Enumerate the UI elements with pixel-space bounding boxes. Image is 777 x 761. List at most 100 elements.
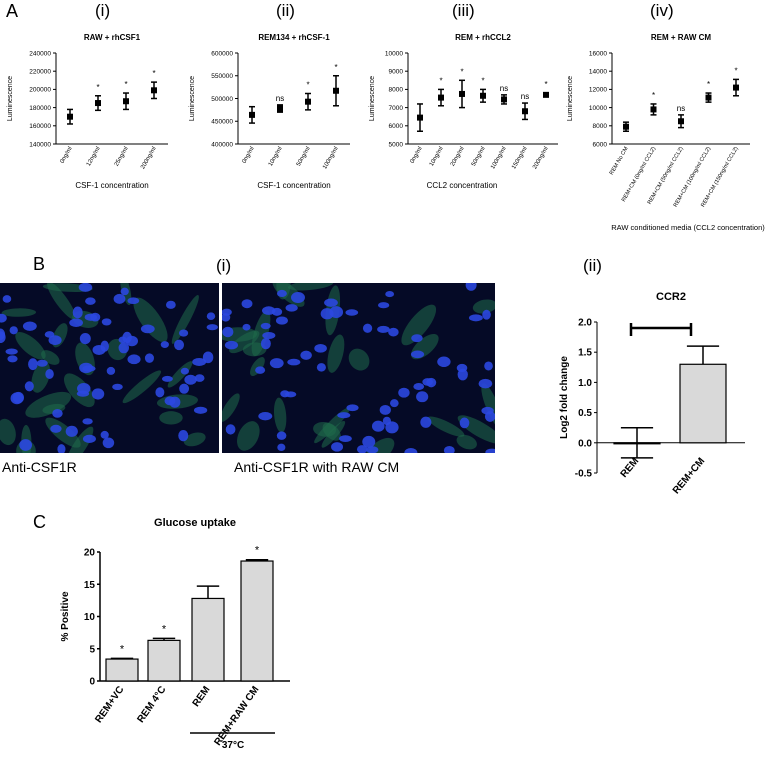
significance-label: * [481, 76, 484, 85]
cell-nucleus [122, 331, 132, 344]
y-axis-label: Luminescence [189, 76, 196, 121]
chart-a4: REM + RAW CM 6000 8000 10000 12000 14000 16000… [567, 33, 765, 232]
cell-nucleus [82, 434, 96, 443]
cell-nucleus [113, 293, 126, 304]
y-axis-label: Luminescence [567, 76, 574, 121]
cell-nucleus [271, 307, 283, 316]
chart-title: REM + RAW CM [651, 33, 712, 42]
cell-nucleus [277, 443, 286, 452]
cell-nucleus [140, 324, 155, 334]
cell-nucleus [192, 357, 207, 366]
data-point [151, 87, 157, 94]
y-tick-label: 20 [84, 548, 96, 559]
significance-label: * [124, 80, 127, 89]
y-tick-label: 8000 [593, 123, 608, 130]
x-tick-label: 0ng/ml [410, 146, 424, 165]
cell-nucleus [275, 316, 288, 325]
significance-label: * [707, 80, 710, 89]
data-point [733, 84, 739, 91]
cell-nucleus [7, 355, 18, 363]
y-tick-label: 180000 [29, 105, 51, 112]
cell-nucleus [481, 406, 494, 415]
cell-nucleus [9, 326, 18, 335]
y-axis-label: Luminescence [369, 76, 376, 121]
cell-nucleus [193, 406, 208, 414]
cell-nucleus [50, 424, 62, 433]
y-tick-label: 160000 [29, 123, 51, 130]
y-tick-label: 1.0 [578, 378, 592, 389]
cell-nucleus [276, 431, 287, 440]
cell-nucleus [127, 297, 140, 305]
cell-nucleus [242, 323, 251, 331]
cell-nucleus [161, 375, 173, 382]
y-tick-label: 0.5 [578, 408, 592, 419]
x-tick-label: 25ng/ml [114, 146, 130, 167]
cell-nucleus [255, 366, 266, 374]
data-point [67, 113, 73, 120]
data-point [623, 123, 629, 130]
significance-label: * [652, 91, 655, 100]
cell-nucleus [2, 295, 12, 303]
x-tick-label: REM [619, 456, 642, 480]
cell-nucleus [287, 358, 301, 366]
chart-title: CCR2 [656, 291, 686, 303]
cell-cytoplasm [472, 299, 495, 314]
significance-label: * [734, 66, 737, 75]
micrograph-left-image [0, 283, 218, 453]
cell-nucleus [57, 444, 66, 453]
micrograph-anti-csf1r-raw-cm [222, 283, 495, 453]
y-axis-label: Log2 fold change [559, 356, 570, 439]
y-tick-label: 12000 [589, 87, 607, 94]
cell-cytoplasm [348, 348, 370, 371]
x-axis-label: RAW conditioned media (CCL2 concentratio… [611, 223, 765, 232]
cell-cytoplasm [251, 310, 271, 357]
y-tick-label: 2.0 [578, 318, 592, 329]
cell-nucleus [465, 283, 477, 291]
y-tick-label: 15 [84, 580, 96, 591]
y-tick-label: 5 [89, 644, 95, 655]
y-tick-label: 10000 [385, 50, 403, 57]
x-tick-label: REM No CM [609, 146, 630, 176]
data-point [438, 94, 444, 101]
data-point [650, 106, 657, 113]
x-tick-label: 100ng/ml [490, 146, 508, 170]
cell-cytoplasm [327, 334, 345, 373]
cell-nucleus [48, 335, 62, 346]
data-point [522, 108, 528, 115]
cell-nucleus [443, 445, 455, 453]
cell-nucleus [184, 374, 197, 385]
cell-nucleus [180, 367, 189, 375]
cell-nucleus [437, 356, 451, 368]
y-tick-label: -0.5 [575, 469, 593, 480]
cell-nucleus [112, 383, 123, 390]
cell-cytoplasm [427, 416, 465, 437]
cell-nucleus [260, 337, 271, 350]
cell-nucleus [485, 448, 495, 453]
bar [679, 363, 727, 444]
y-tick-label: 10000 [589, 105, 607, 112]
cell-nucleus [0, 328, 6, 341]
cell-cytoplasm [0, 418, 16, 446]
significance-label: ns [276, 94, 284, 103]
cell-nucleus [24, 381, 34, 392]
chart-title: REM134 + rhCSF-1 [258, 33, 330, 42]
cell-cytoplasm [15, 332, 46, 360]
cell-nucleus [362, 435, 376, 448]
cell-nucleus [179, 383, 190, 394]
cell-nucleus [79, 333, 91, 345]
cell-nucleus [258, 412, 273, 421]
data-point [459, 90, 465, 97]
cell-nucleus [178, 329, 189, 337]
cell-nucleus [276, 289, 287, 297]
data-point [678, 118, 684, 125]
cell-nucleus [222, 326, 234, 338]
cell-nucleus [160, 341, 169, 349]
cell-nucleus [91, 388, 105, 400]
data-point [543, 91, 549, 98]
cell-nucleus [118, 342, 130, 354]
cell-nucleus [285, 304, 298, 312]
x-tick-label: 100ng/ml [322, 146, 340, 170]
cell-nucleus [377, 302, 390, 309]
cell-nucleus [155, 387, 165, 398]
cell-nucleus [316, 363, 326, 372]
